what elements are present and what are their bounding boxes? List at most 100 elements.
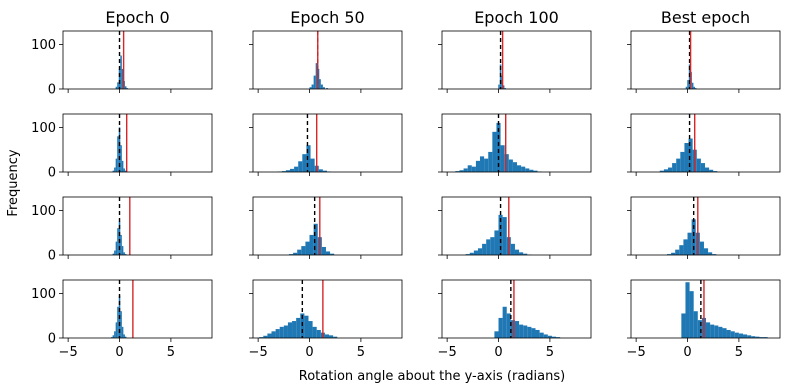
histogram-bar [111,337,113,338]
histogram-bar [539,332,544,338]
histogram-bar [118,68,121,89]
histogram-bar [124,254,127,255]
histogram-bar [112,253,115,255]
histogram-bar [477,248,483,255]
histogram-bar [121,326,124,338]
histogram-bar [730,331,735,338]
panel-frame [441,196,592,256]
histogram-bar [531,328,536,338]
histogram-bar [296,317,301,338]
histogram-bar [535,329,540,338]
histogram-bar [333,336,338,338]
histogram-bar [683,239,688,255]
histogram-bar [714,325,719,338]
panel-frame [252,196,403,256]
histogram-bar [676,158,681,172]
histogram-bar [114,331,116,338]
histogram-bar [267,333,272,338]
histogram-bar [747,335,752,338]
histogram-bar [659,170,664,172]
histogram-bar [471,166,476,172]
histogram-bar [304,315,309,338]
histogram-bar [738,333,744,338]
histogram-bar [492,131,497,172]
histogram-bar [271,331,276,338]
panel-frame [62,279,213,339]
histogram-bar [671,252,676,255]
histogram-bar [506,313,511,338]
histogram-bar [289,168,295,172]
histogram-bar [480,156,485,172]
x-tick-label: 5 [546,345,554,360]
histogram-bar [699,241,704,255]
histogram-bar [527,326,532,338]
panel-frame [441,279,592,339]
histogram-bar [693,86,695,89]
histogram-bar [703,248,709,255]
panel-frame [62,196,213,256]
histogram-bar [504,154,509,172]
histogram-bar [722,328,727,338]
histogram-bar [124,170,127,172]
histogram-bar [275,329,280,338]
histogram-bar [302,154,307,172]
panel-frame [252,113,403,173]
histogram-bar [117,82,119,89]
histogram-bar [329,335,334,338]
histogram-bar [502,217,507,255]
histogram-bar [755,336,760,338]
histogram-bar [463,168,468,172]
histogram-bar [496,122,501,172]
histogram-bar [759,337,764,338]
histogram-bar [115,158,118,172]
panel-r2-c0: 0 100 [31,196,213,264]
y-tick-label: 100 [31,287,56,302]
histogram-bar [117,306,119,338]
histogram-bar [696,158,701,172]
panel-r0-c0: 0 100 [31,30,213,98]
histogram-bar [687,80,689,89]
histogram-bar [502,306,507,338]
histogram-bar [287,322,293,338]
histogram-bar [706,322,711,338]
histogram-bar [743,334,748,338]
y-tick-label: 0 [48,166,56,181]
histogram-bar [556,337,561,338]
histogram-bar [112,170,115,172]
histogram-bar [121,68,124,89]
histogram-bar [316,329,321,338]
histogram-bar [666,254,672,255]
histogram-bar [734,332,739,338]
histogram-bar [321,246,326,255]
histogram-bar [124,86,127,89]
x-tick-label: −5 [438,345,457,360]
y-tick-label: 100 [31,121,56,136]
histogram-bar [315,63,318,89]
histogram-bar [118,221,121,255]
histogram-bar [308,321,313,338]
histogram-bar [691,219,696,255]
histogram-bar [687,232,692,255]
histogram-bar [525,168,530,172]
x-tick-label: 0 [305,345,313,360]
histogram-bar [325,88,329,89]
histogram-bar [498,84,500,89]
histogram-bar [120,234,122,255]
histogram-bar [259,337,264,338]
histogram-bar [693,311,698,338]
panel-r3-c2: −5 0 5 [438,279,592,360]
panel-r1-c2 [438,113,592,176]
histogram-bar [713,171,718,172]
histogram-bar [115,86,118,89]
panel-frame [252,30,403,90]
histogram-bar [502,85,505,89]
column-title-epoch-50: Epoch 50 [290,8,364,27]
histogram-bar [120,311,122,338]
x-tick-label: −5 [627,345,646,360]
y-tick-label: 0 [48,83,56,98]
histogram-bar [718,326,723,338]
histogram-bar [543,334,548,338]
y-tick-label: 100 [31,38,56,53]
histogram-bar [672,163,677,172]
